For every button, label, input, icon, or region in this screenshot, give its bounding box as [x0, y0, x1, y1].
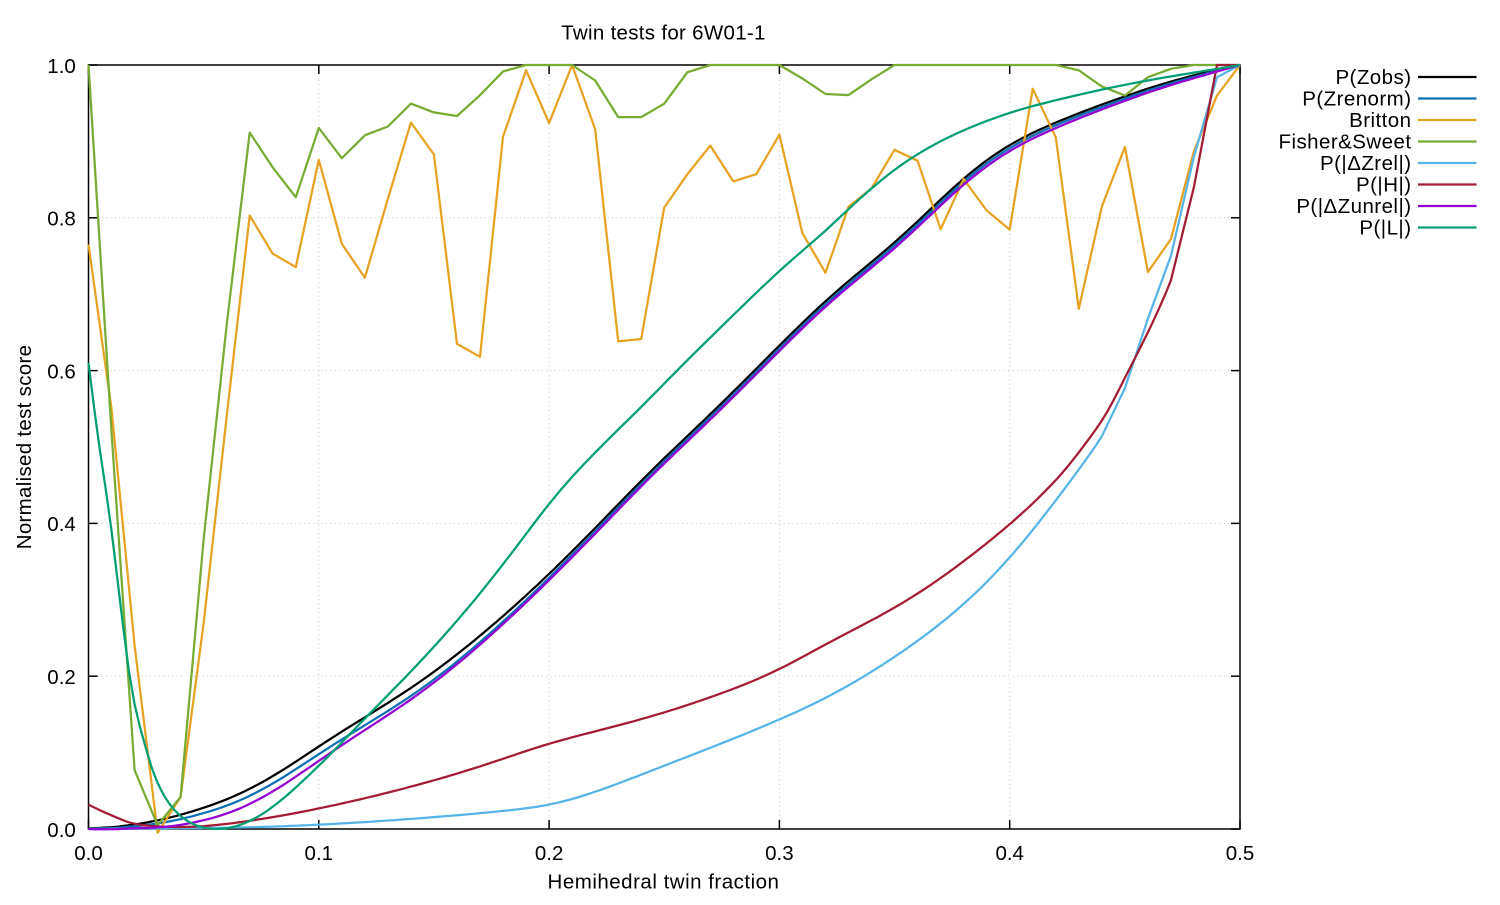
- svg-text:P(Zobs): P(Zobs): [1335, 66, 1411, 89]
- svg-text:P(|ΔZrel|): P(|ΔZrel|): [1320, 152, 1411, 175]
- svg-text:P(|ΔZunrel|): P(|ΔZunrel|): [1296, 195, 1411, 218]
- svg-text:Normalised test score: Normalised test score: [13, 345, 36, 550]
- svg-text:P(Zrenorm): P(Zrenorm): [1302, 87, 1411, 110]
- svg-text:Hemihedral twin fraction: Hemihedral twin fraction: [548, 871, 780, 894]
- svg-text:0.0: 0.0: [74, 842, 103, 865]
- svg-text:P(|H|): P(|H|): [1356, 173, 1411, 196]
- svg-text:Twin tests for 6W01-1: Twin tests for 6W01-1: [561, 22, 766, 45]
- svg-text:0.3: 0.3: [765, 842, 794, 865]
- svg-text:0.2: 0.2: [47, 666, 76, 689]
- svg-text:Fisher&Sweet: Fisher&Sweet: [1278, 130, 1411, 153]
- svg-text:P(|L|): P(|L|): [1359, 216, 1411, 239]
- svg-text:0.5: 0.5: [1226, 842, 1255, 865]
- svg-text:0.0: 0.0: [47, 819, 76, 842]
- svg-text:1.0: 1.0: [47, 55, 76, 78]
- svg-text:0.1: 0.1: [305, 842, 334, 865]
- svg-text:0.2: 0.2: [535, 842, 564, 865]
- svg-text:0.4: 0.4: [47, 513, 76, 536]
- svg-text:0.8: 0.8: [47, 208, 76, 231]
- svg-text:0.4: 0.4: [995, 842, 1024, 865]
- svg-text:0.6: 0.6: [47, 360, 76, 383]
- svg-text:Britton: Britton: [1349, 109, 1411, 132]
